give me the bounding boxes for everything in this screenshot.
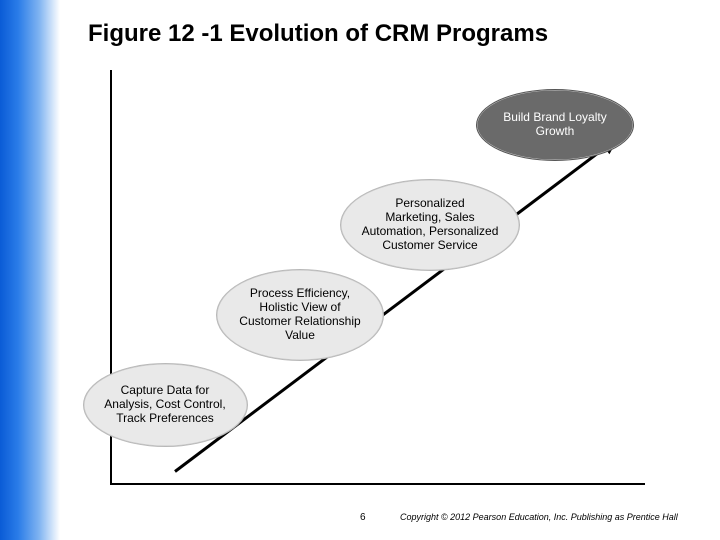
copyright-text: Copyright © 2012 Pearson Education, Inc.… — [400, 512, 678, 522]
page-number: 6 — [360, 512, 366, 523]
left-gradient-strip — [0, 0, 60, 540]
chart-area: Capture Data for Analysis, Cost Control,… — [110, 70, 645, 485]
x-axis — [110, 483, 645, 485]
node-label: Build Brand Loyalty Growth — [503, 111, 606, 139]
node-label: Personalized Marketing, Sales Automation… — [362, 197, 499, 252]
node-process-efficiency: Process Efficiency, Holistic View of Cus… — [216, 269, 384, 361]
node-capture-data: Capture Data for Analysis, Cost Control,… — [83, 363, 248, 447]
node-personalized: Personalized Marketing, Sales Automation… — [340, 179, 520, 271]
node-label: Process Efficiency, Holistic View of Cus… — [239, 287, 360, 342]
node-brand-loyalty: Build Brand Loyalty Growth — [476, 89, 634, 161]
slide-page: Figure 12 -1 Evolution of CRM Programs C… — [0, 0, 720, 540]
node-label: Capture Data for Analysis, Cost Control,… — [104, 384, 225, 425]
figure-title: Figure 12 -1 Evolution of CRM Programs — [88, 20, 548, 48]
